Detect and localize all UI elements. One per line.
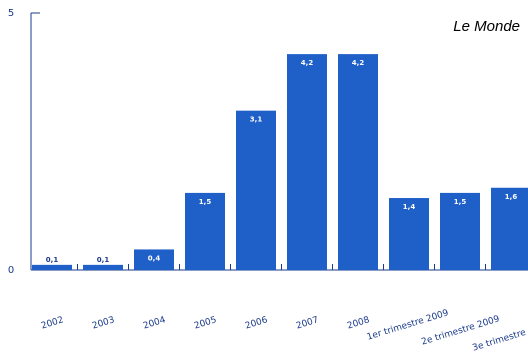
y-tick-label: 5: [8, 8, 14, 19]
bar-value-label: 1,4: [403, 203, 416, 211]
bar: [134, 249, 174, 270]
source-label: Le Monde: [453, 18, 520, 35]
x-category-label: 2004: [142, 315, 167, 331]
bar-value-label: 0,4: [148, 254, 161, 262]
bar: [236, 110, 276, 270]
bar: [287, 54, 327, 271]
x-category-label: 2008: [346, 315, 371, 331]
bar: [491, 187, 528, 270]
bar: [389, 198, 429, 270]
x-category-label: 2006: [244, 315, 269, 331]
x-category-label: 2007: [295, 315, 320, 331]
bar-value-label: 4,2: [352, 59, 365, 67]
bar-value-label: 0,1: [97, 256, 110, 264]
bar: [185, 192, 225, 270]
bar: [83, 264, 123, 270]
x-category-label: 2005: [193, 315, 218, 331]
bar-value-label: 4,2: [301, 59, 314, 67]
chart-bars: [32, 54, 528, 271]
bar-value-label: 3,1: [250, 116, 263, 124]
bar-value-label: 1,5: [454, 198, 467, 206]
bar-value-label: 1,5: [199, 198, 212, 206]
y-tick-label: 0: [8, 265, 14, 276]
bar: [440, 192, 480, 270]
bar-value-label: 0,1: [46, 256, 59, 264]
x-category-label: 2002: [40, 315, 65, 331]
bar: [32, 264, 72, 270]
x-category-label: 2003: [91, 315, 116, 331]
bar: [338, 54, 378, 271]
bar-value-label: 1,6: [505, 193, 518, 201]
